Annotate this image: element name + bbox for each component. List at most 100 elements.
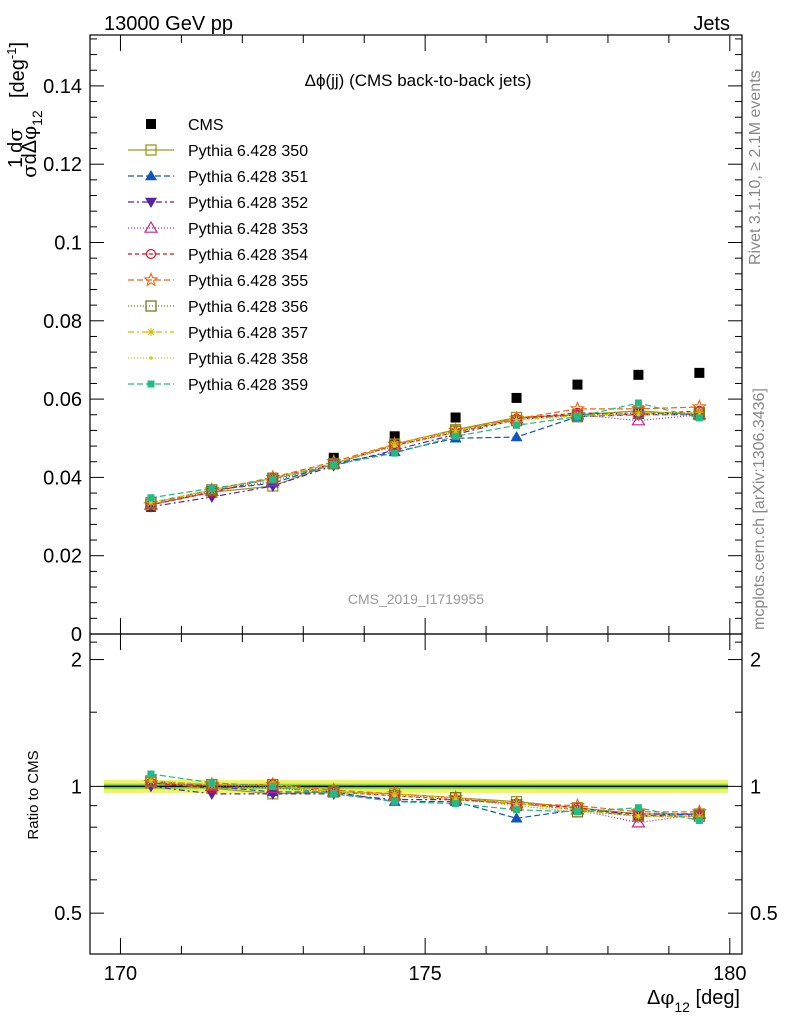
main-ytick-label: 0.02 <box>43 546 82 568</box>
ratio-point <box>390 789 399 798</box>
pythia-point <box>695 408 704 417</box>
legend: CMS Pythia 6.428 350 Pythia 6.428 351 Pythi… <box>128 117 308 394</box>
legend-label: Pythia 6.428 355 <box>188 273 308 290</box>
pythia-point <box>208 484 216 492</box>
ratio-point <box>330 790 338 798</box>
ratio-point <box>149 779 153 783</box>
main-series-points <box>143 367 707 513</box>
pythia-point <box>391 449 399 457</box>
pythia-point <box>634 408 643 417</box>
ratio-point <box>634 804 642 812</box>
cms-data-point <box>572 379 583 390</box>
pythia-point <box>267 472 279 484</box>
pythia-point <box>328 458 340 470</box>
main-ytick-label: 0 <box>71 624 82 646</box>
legend-label: Pythia 6.428 356 <box>188 299 308 316</box>
pythia-point <box>452 432 460 440</box>
xtick-label: 175 <box>408 963 441 985</box>
ratio-series-lines <box>150 773 700 824</box>
ratio-point <box>452 800 460 808</box>
ratio-point <box>573 808 581 816</box>
legend-marker <box>146 119 156 129</box>
main-series-line <box>150 414 700 504</box>
legend-marker <box>145 197 157 208</box>
pythia-point <box>510 431 523 442</box>
cms-data-point <box>450 412 461 423</box>
header-left: 13000 GeV pp <box>104 13 233 35</box>
ratio-point <box>695 816 703 824</box>
main-series-line <box>150 414 700 506</box>
main-ytick-label: 0.1 <box>54 232 82 254</box>
xtick-label: 170 <box>104 963 137 985</box>
pythia-point <box>266 481 279 493</box>
legend-label: Pythia 6.428 354 <box>188 247 308 264</box>
rivet-version-label: Rivet 3.1.10, ≥ 2.1M events <box>747 70 764 265</box>
ratio-series-line <box>150 773 700 822</box>
ratio-axis-ticks: 0.5 0.5 1 1 2 2 170 175 180 <box>54 634 778 985</box>
legend-label: Pythia 6.428 359 <box>188 377 308 394</box>
main-series-line <box>150 412 700 508</box>
pythia-point <box>573 413 581 421</box>
ratio-frame <box>89 633 743 955</box>
main-panel: 0 0.02 0.04 0.06 0.08 0.1 0.12 0.14 Δϕ(jj) (CMS… <box>43 34 743 646</box>
ratio-ytick-label: 0.5 <box>54 903 82 925</box>
ratio-point <box>510 812 523 823</box>
legend-marker <box>149 356 153 360</box>
legend-label: Pythia 6.428 352 <box>188 195 308 212</box>
legend-label: CMS <box>188 117 224 134</box>
ratio-series-line <box>150 782 700 817</box>
legend-marker <box>145 144 157 156</box>
legend-label: Pythia 6.428 358 <box>188 351 308 368</box>
main-ylabel-denominator: σdΔφ12 <box>17 110 45 178</box>
main-ytick-label: 0.12 <box>43 154 82 176</box>
ratio-point <box>451 793 460 802</box>
pythia-point <box>149 501 153 505</box>
pythia-point <box>330 461 338 469</box>
main-ytick-label: 0.04 <box>43 467 82 489</box>
ratio-point <box>392 793 397 798</box>
ratio-panel: 0.5 0.5 1 1 2 2 170 175 180 <box>54 633 778 985</box>
main-series-line <box>150 412 700 504</box>
main-axis-ticks: 0 0.02 0.04 0.06 0.08 0.1 0.12 0.14 <box>43 35 742 646</box>
main-series-line <box>150 402 700 499</box>
ratio-point <box>147 770 155 778</box>
xtick-label: 180 <box>713 963 746 985</box>
ratio-point <box>513 806 521 814</box>
legend-label: Pythia 6.428 350 <box>188 143 308 160</box>
legend-marker <box>143 220 159 233</box>
main-ylabel: 1dσ σdΔφ12 [deg-1] <box>3 42 45 178</box>
pythia-point <box>636 412 641 417</box>
legend-marker <box>145 300 157 312</box>
pythia-point <box>147 494 155 502</box>
ratio-ytick-label-right: 1 <box>750 776 761 798</box>
main-series-line <box>150 410 700 506</box>
pythia-point <box>631 413 646 426</box>
ratio-ytick-label-right: 2 <box>750 650 761 672</box>
legend-marker <box>145 248 157 260</box>
pythia-point <box>513 421 521 429</box>
ratio-point <box>208 779 216 787</box>
ratio-point <box>636 814 641 818</box>
legend-label: Pythia 6.428 357 <box>188 325 308 342</box>
legend-label: Pythia 6.428 353 <box>188 221 308 238</box>
main-ytick-label: 0.06 <box>43 389 82 411</box>
legend-marker <box>145 170 157 181</box>
ratio-ytick-label-right: 0.5 <box>750 903 778 925</box>
pythia-point <box>451 426 460 435</box>
cms-data-point <box>633 369 644 380</box>
ratio-point <box>512 799 521 808</box>
x-axis-label: Δφ12 [deg] <box>647 985 740 1015</box>
ratio-series-points <box>143 770 707 828</box>
main-series-line <box>150 410 700 506</box>
ratio-point <box>269 782 277 790</box>
pythia-point <box>632 407 645 419</box>
ratio-ytick-label: 1 <box>71 776 82 798</box>
legend-label: Pythia 6.428 351 <box>188 169 308 186</box>
pythia-point <box>514 418 519 423</box>
pythia-point <box>392 444 397 448</box>
main-series-line <box>150 412 700 504</box>
ratio-series-line <box>150 780 700 817</box>
main-ytick-label: 0.08 <box>43 311 82 333</box>
pythia-point <box>390 440 399 449</box>
pythia-point <box>695 414 703 422</box>
